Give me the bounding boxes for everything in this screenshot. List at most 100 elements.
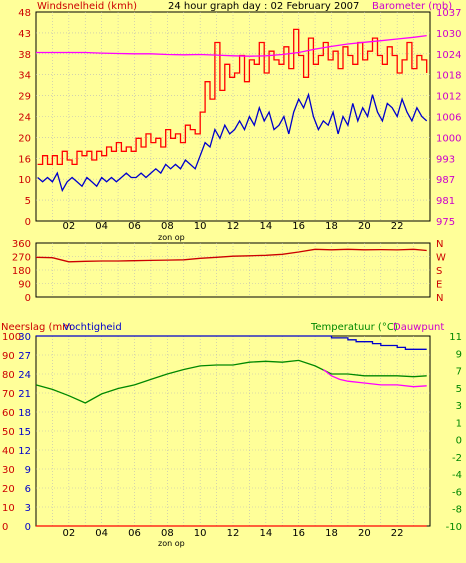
x-tick-label: 14 [259,221,272,232]
barometer-y-tick-label: 1018 [436,71,461,82]
x-tick-label: 20 [358,221,371,232]
humidity-y-tick-label: 80 [2,370,15,381]
x-tick-label: 06 [128,221,141,232]
wind-y-tick-label: 24 [18,113,31,124]
rain-y-tick-label: 30 [18,332,31,343]
humidity-y-tick-label: 40 [2,446,15,457]
humidity-axis-title: Vochtigheid [63,322,122,333]
x-tick-label: 12 [227,221,240,232]
sunrise-note-top: zon op [158,233,185,242]
x-tick-label: 20 [358,528,371,539]
wind-speed-line [37,28,428,166]
x-tick-label: 08 [161,528,174,539]
rain-y-tick-label: 0 [25,522,31,533]
humidity-y-tick-label: 70 [2,389,15,400]
x-tick-label: 18 [325,528,338,539]
humidity-y-tick-label: 90 [2,351,15,362]
temp-y-tick-label: 1 [456,418,462,429]
barometer-y-tick-label: 975 [436,217,455,228]
wind-direction-line [35,248,427,263]
dewpoint-line [322,368,427,388]
wind-y-tick-label: 0 [25,217,31,228]
barometer-y-tick-label: 1012 [436,92,461,103]
rain-y-tick-label: 15 [18,427,31,438]
temp-y-tick-label: 9 [456,349,462,360]
barometer-axis-title: Barometer (mb) [372,1,452,12]
x-tick-label: 08 [161,221,174,232]
x-tick-label: 06 [128,528,141,539]
barometer-line [36,34,427,57]
direction-compass-label: N [436,239,443,250]
chart-marks: 02 04 06 08 10 12 14 16 18 20 22051016202429343843… [2,8,462,539]
dewpoint-axis-title: Dauwpunt [393,322,444,333]
barometer-y-tick-label: 1037 [436,8,461,19]
temp-y-tick-label: 7 [456,367,462,378]
rain-y-tick-label: 27 [18,351,31,362]
wind-y-tick-label: 34 [18,71,31,82]
barometer-y-tick-label: 993 [436,154,455,165]
wind-y-tick-label: 5 [25,196,31,207]
direction-y-tick-label: 0 [25,293,31,304]
x-tick-label: 10 [194,528,207,539]
rain-y-tick-label: 12 [18,446,31,457]
temp-y-tick-label: -10 [446,522,462,533]
humidity-y-tick-label: 60 [2,408,15,419]
wind-gust-line [37,92,428,193]
wind-y-tick-label: 38 [18,50,31,61]
barometer-y-tick-label: 1000 [436,133,461,144]
rain-y-tick-label: 18 [18,408,31,419]
temperature-axis-title: Temperatuur (°C) [310,322,398,333]
x-tick-label: 02 [62,221,75,232]
x-tick-label: 04 [95,528,108,539]
humidity-y-tick-label: 20 [2,484,15,495]
x-tick-label: 10 [194,221,207,232]
wind-y-tick-label: 20 [18,133,31,144]
humidity-y-tick-label: 30 [2,465,15,476]
wind-y-tick-label: 16 [18,154,31,165]
temp-y-tick-label: -6 [452,487,462,498]
temperature-line [35,359,427,404]
x-tick-label: 22 [391,528,404,539]
wind-y-tick-label: 48 [18,8,31,19]
humidity-y-tick-label: 10 [2,503,15,514]
temp-y-tick-label: 0 [456,436,462,447]
x-tick-label: 02 [62,528,75,539]
rain-y-tick-label: 6 [25,484,31,495]
wind-y-tick-label: 43 [18,29,31,40]
sunrise-note-bottom: zon op [158,539,185,548]
direction-compass-label: W [436,253,446,264]
x-tick-label: 18 [325,221,338,232]
x-tick-label: 14 [259,528,272,539]
direction-y-tick-label: 270 [12,253,31,264]
direction-compass-label: S [436,266,442,277]
humidity-y-tick-label: 100 [2,332,21,343]
rain-y-tick-label: 3 [25,503,31,514]
barometer-y-tick-label: 1024 [436,50,461,61]
x-tick-label: 04 [95,221,108,232]
rain-y-tick-label: 9 [25,465,31,476]
x-tick-label: 12 [227,528,240,539]
x-tick-label: 16 [292,528,305,539]
temp-y-tick-label: 5 [456,384,462,395]
x-tick-label: 16 [292,221,305,232]
direction-compass-label: N [436,293,443,304]
temp-y-tick-label: -8 [452,505,462,516]
direction-y-tick-label: 180 [12,266,31,277]
wind-axis-title: Windsnelheid (kmh) [37,1,137,12]
temp-y-tick-label: 3 [456,401,462,412]
temp-y-tick-label: -4 [452,470,462,481]
wind-y-tick-label: 10 [18,175,31,186]
barometer-y-tick-label: 981 [436,196,455,207]
humidity-y-tick-label: 0 [2,522,8,533]
direction-y-tick-label: 360 [12,239,31,250]
x-tick-label: 22 [391,221,404,232]
humidity-y-tick-label: 50 [2,427,15,438]
barometer-y-tick-label: 1030 [436,29,461,40]
rain-y-tick-label: 24 [18,370,31,381]
chart-title: 24 hour graph day : 02 February 2007 [168,1,359,12]
humidity-line [36,335,427,350]
direction-y-tick-label: 90 [18,280,31,291]
barometer-y-tick-label: 987 [436,175,455,186]
